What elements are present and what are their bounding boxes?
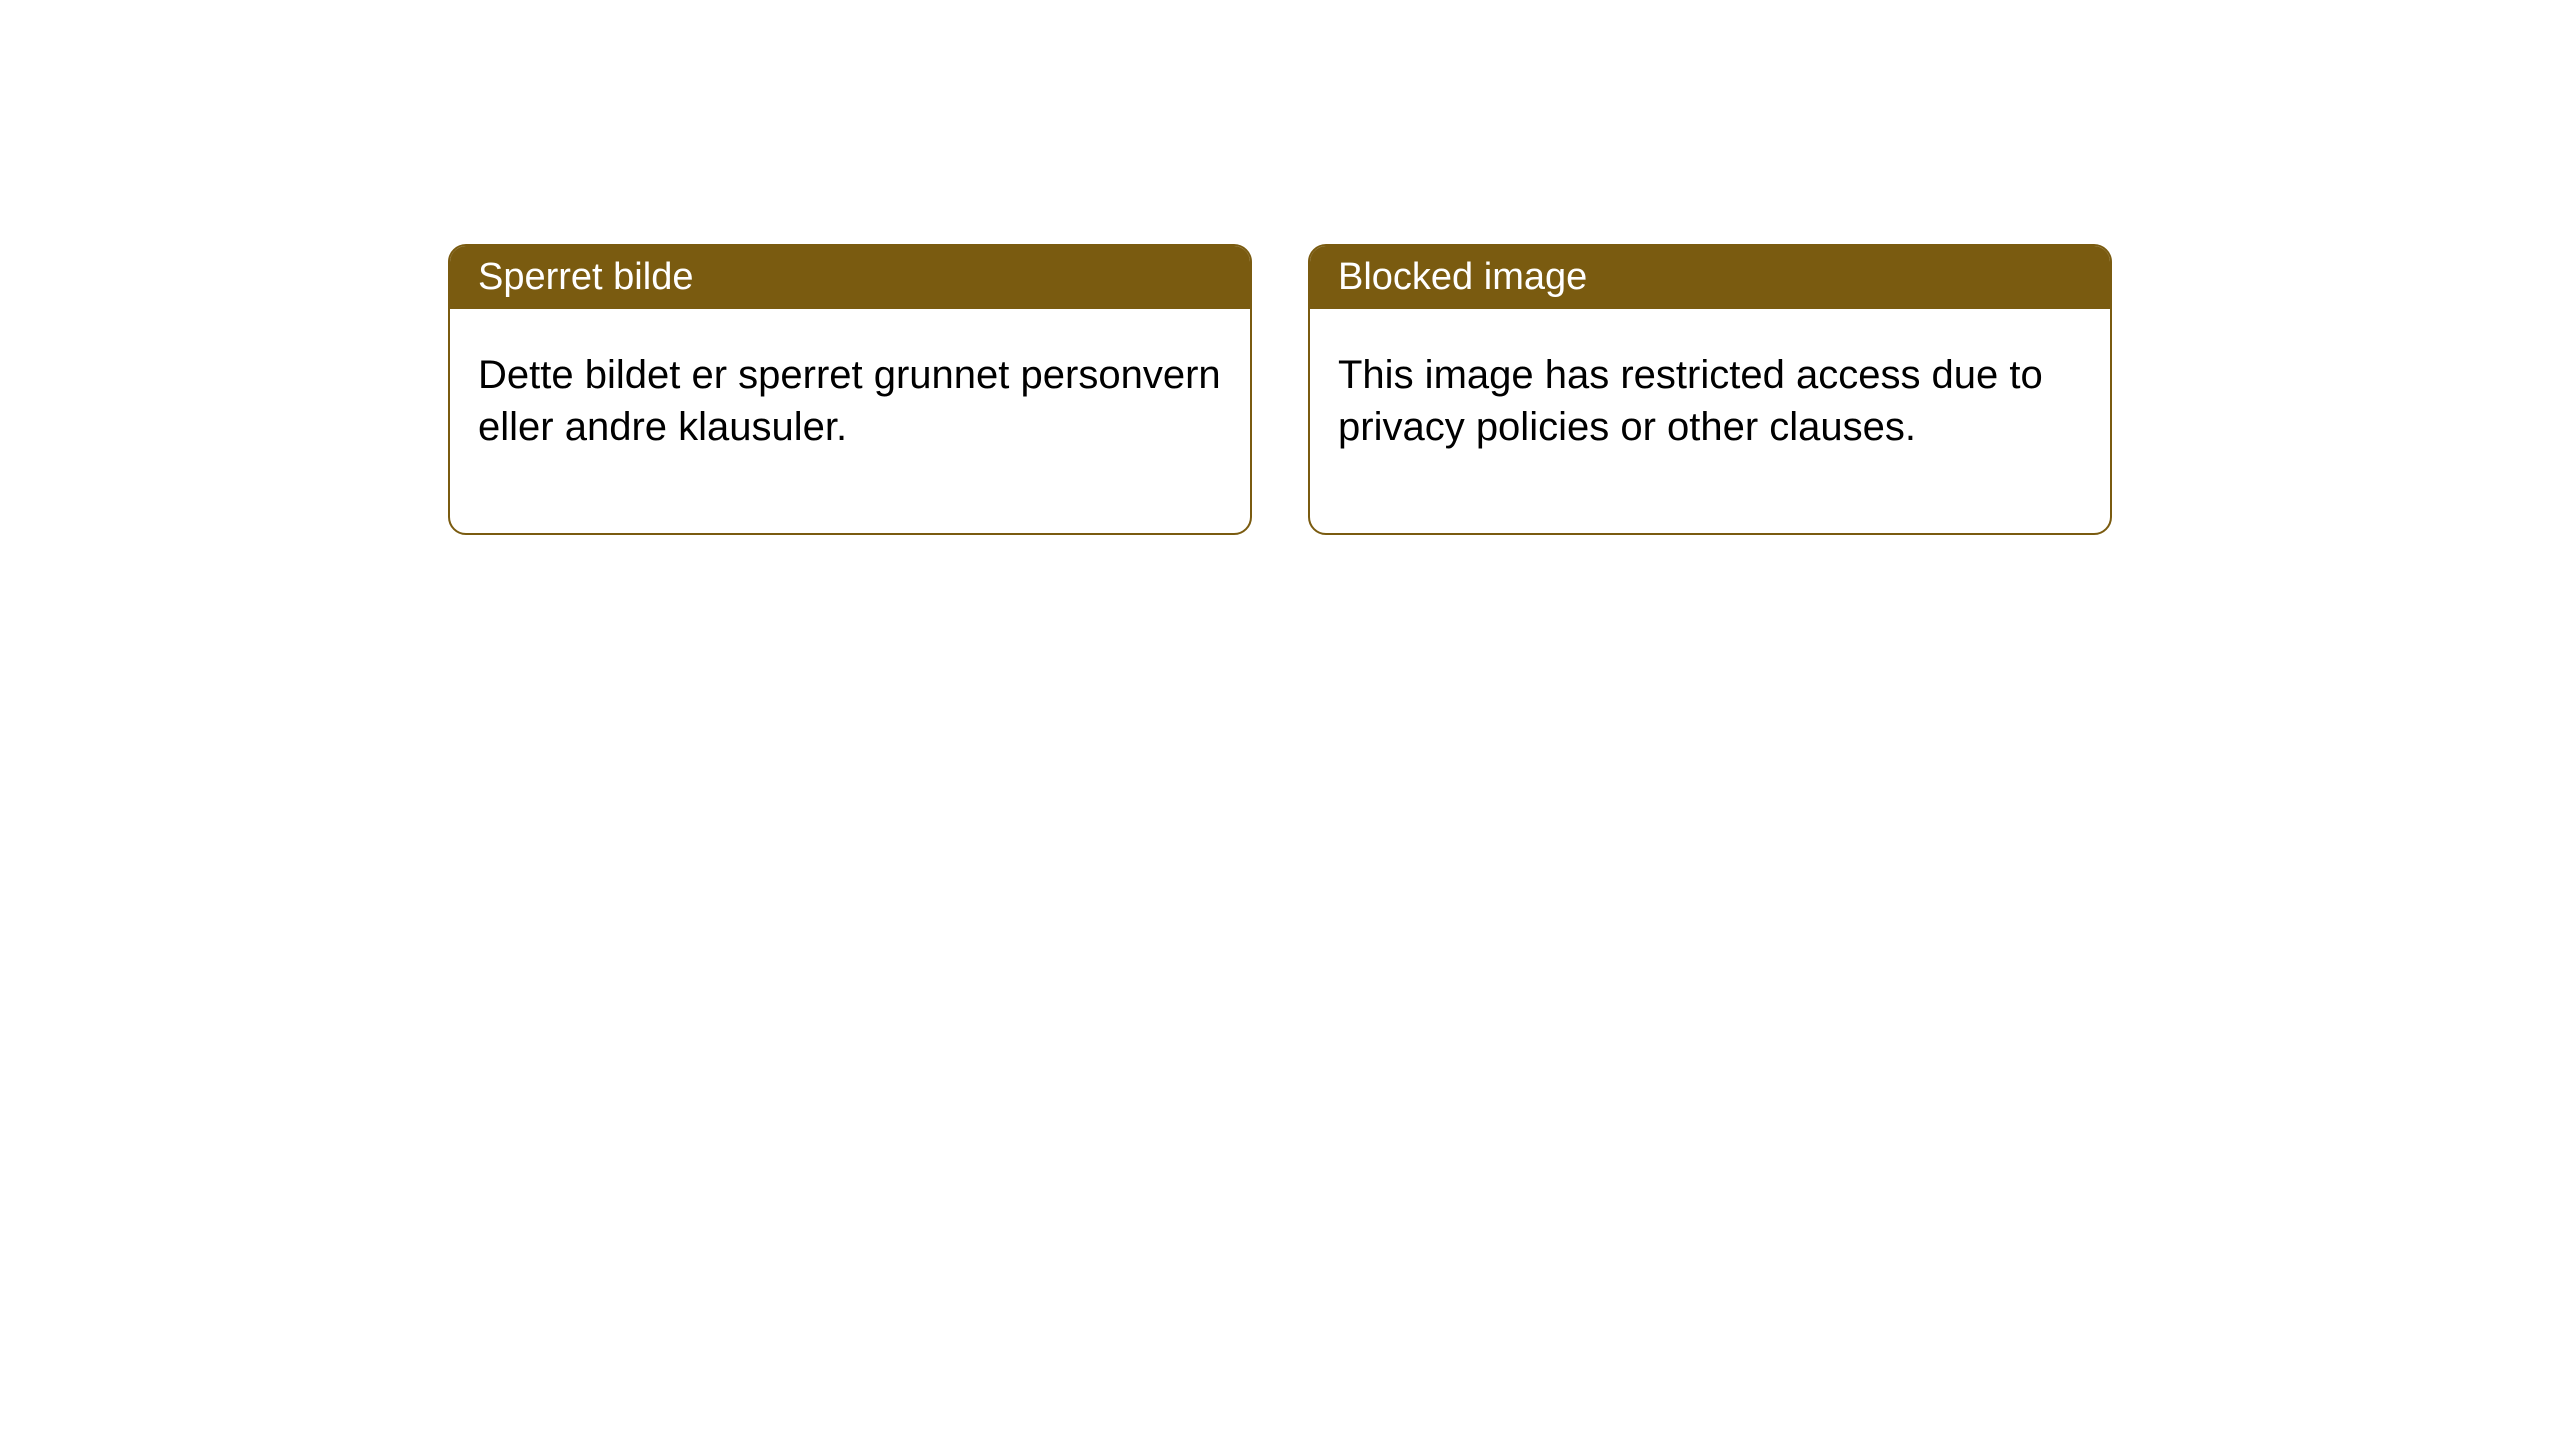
blocked-image-card-no: Sperret bilde Dette bildet er sperret gr… <box>448 244 1252 535</box>
card-body: Dette bildet er sperret grunnet personve… <box>450 309 1250 533</box>
card-title: Sperret bilde <box>450 246 1250 309</box>
card-title: Blocked image <box>1310 246 2110 309</box>
blocked-image-card-en: Blocked image This image has restricted … <box>1308 244 2112 535</box>
cards-container: Sperret bilde Dette bildet er sperret gr… <box>0 0 2560 535</box>
card-body: This image has restricted access due to … <box>1310 309 2110 533</box>
